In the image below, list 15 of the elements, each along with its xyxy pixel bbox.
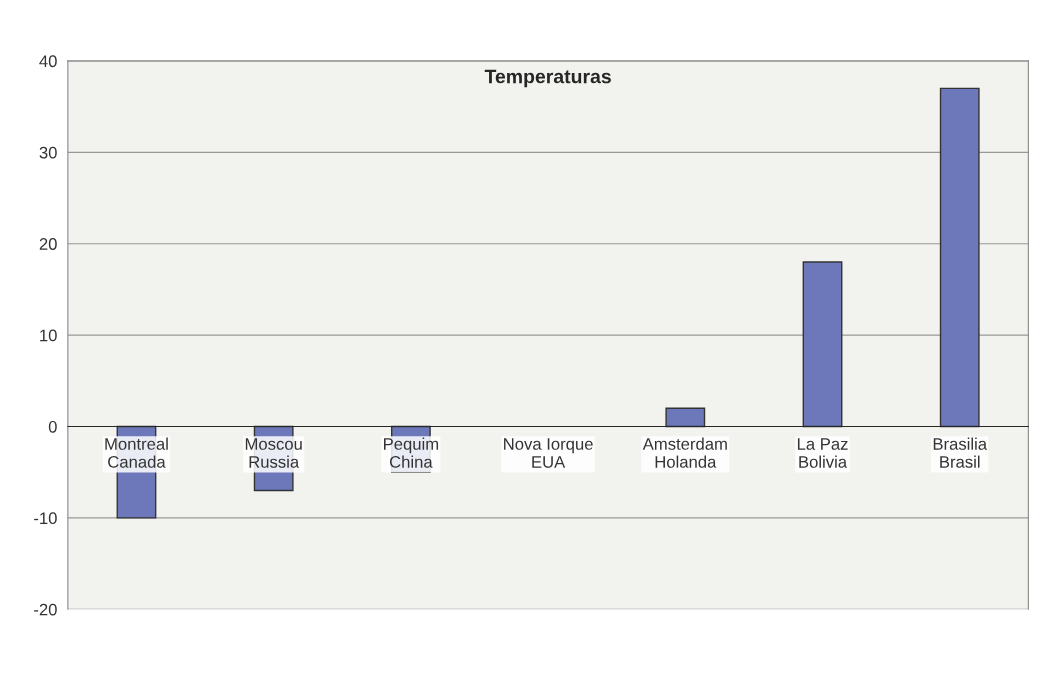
x-tick-label: Moscou Russia bbox=[245, 438, 302, 468]
y-tick-label: 30 bbox=[39, 146, 57, 159]
x-tick-label: Brasilia Brasil bbox=[933, 437, 988, 468]
x-tick-label: Pequim China bbox=[384, 437, 439, 468]
x-tick-label: Montreal Canada bbox=[105, 437, 168, 468]
x-tick-label: Nova Iorque EUA bbox=[504, 438, 593, 468]
y-tick-label: 20 bbox=[39, 238, 57, 250]
x-tick-label: La Paz Bolivia bbox=[797, 438, 848, 468]
y-tick-label: 40 bbox=[39, 55, 57, 68]
y-tick-label: 0 bbox=[48, 420, 57, 433]
y-tick-label: -10 bbox=[34, 512, 57, 525]
x-tick-label: Amsterdam Holanda bbox=[642, 437, 727, 468]
chart-title: Temperaturas bbox=[484, 69, 611, 88]
y-tick-label: 10 bbox=[40, 329, 57, 342]
y-tick-label: -20 bbox=[34, 603, 57, 616]
